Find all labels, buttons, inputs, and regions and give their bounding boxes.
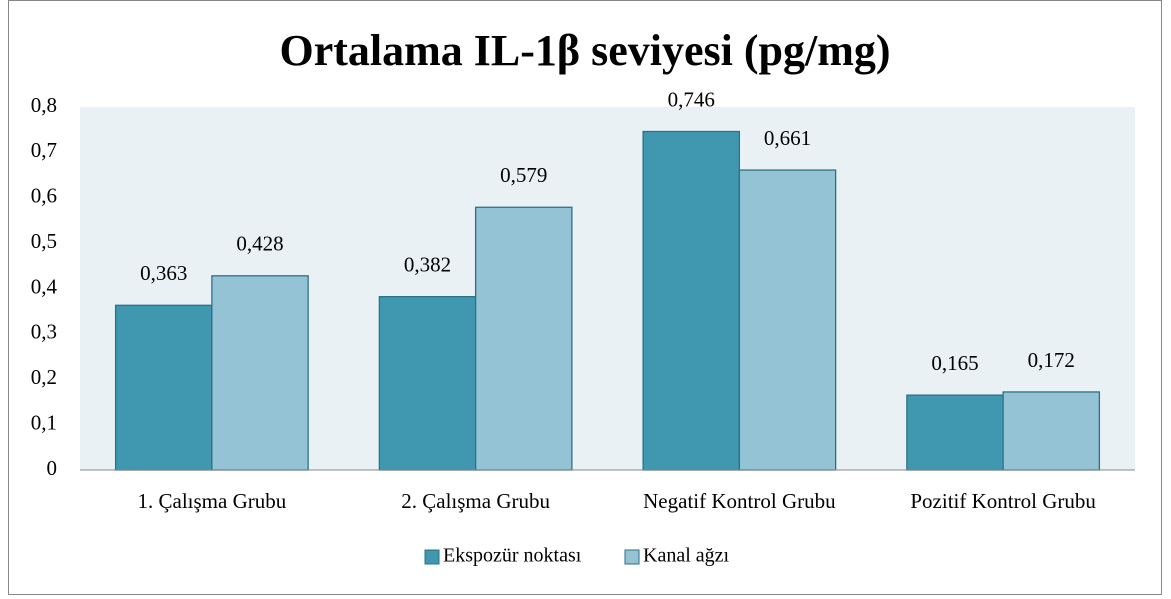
bar	[642, 130, 741, 471]
bar	[738, 169, 837, 471]
y-tick-label: 0	[47, 456, 58, 480]
value-label: 0,165	[931, 351, 978, 375]
y-tick-label: 0,8	[31, 93, 57, 117]
bar	[474, 206, 573, 471]
x-tick-label: 1. Çalışma Grubu	[138, 489, 287, 513]
y-tick-label: 0,6	[31, 184, 57, 208]
value-label: 0,661	[764, 126, 811, 150]
value-label: 0,363	[140, 261, 187, 285]
legend-label: Ekspozür noktası	[443, 545, 582, 567]
bar	[114, 304, 213, 471]
value-label: 0,746	[668, 87, 715, 111]
legend-swatch	[624, 549, 640, 565]
value-label: 0,382	[404, 252, 451, 276]
x-tick-label: Pozitif Kontrol Grubu	[910, 489, 1096, 513]
bar	[211, 275, 309, 471]
legend-swatch	[424, 549, 440, 565]
legend-label: Kanal ağzı	[643, 545, 730, 567]
bar	[906, 394, 1004, 471]
bar	[1002, 391, 1101, 471]
value-label: 0,428	[236, 232, 283, 256]
y-tick-label: 0,3	[31, 320, 57, 344]
y-tick-label: 0,1	[31, 410, 57, 434]
bar	[378, 296, 477, 471]
y-tick-label: 0,2	[31, 365, 57, 389]
y-tick-label: 0,7	[31, 138, 57, 162]
y-tick-label: 0,4	[31, 274, 58, 298]
y-tick-label: 0,5	[31, 229, 57, 253]
x-tick-label: Negatif Kontrol Grubu	[643, 489, 836, 513]
x-tick-label: 2. Çalışma Grubu	[401, 489, 550, 513]
value-label: 0,579	[500, 163, 547, 187]
chart-title: Ortalama IL-1β seviyesi (pg/mg)	[280, 26, 891, 75]
value-label: 0,172	[1028, 348, 1075, 372]
